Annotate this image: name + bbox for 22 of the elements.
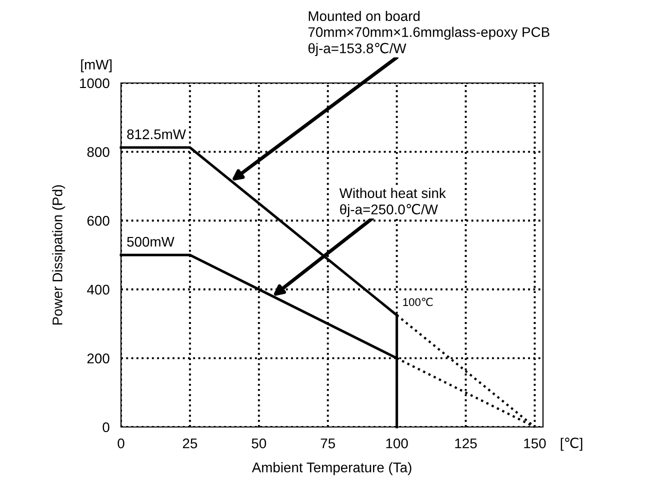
text: [mW] xyxy=(81,59,112,72)
y-axis-title: Power Dissipation (Pd) xyxy=(52,185,66,324)
x-tick-label: 75 xyxy=(320,438,336,448)
y-tick-label: 200 xyxy=(87,354,110,364)
x-tick-label: 0 xyxy=(118,438,124,448)
annotation: Without heat sink θj-a=250.0℃/W xyxy=(339,188,446,218)
annotation: 812.5mW xyxy=(127,129,186,140)
text: [℃] xyxy=(560,438,582,451)
x-tick-label: 150 xyxy=(524,438,546,448)
y-tick-label: 600 xyxy=(87,216,110,226)
annotation: Mounted on board 70mm×70mm×1.6mmglass-epoxy PCB θj-a=153.8℃/W xyxy=(308,10,550,56)
annotation: 500mW xyxy=(127,236,174,247)
y-tick-label: 0 xyxy=(102,422,110,432)
x-tick-label: 125 xyxy=(455,438,477,448)
x-tick-label: 100 xyxy=(386,438,408,448)
x-axis-title: Ambient Temperature (Ta) xyxy=(252,462,412,476)
y-tick-label: 400 xyxy=(87,284,110,295)
y-tick-label: 800 xyxy=(87,147,110,157)
y-tick-label: 1000 xyxy=(80,78,110,88)
x-tick-label: 50 xyxy=(252,438,266,448)
x-tick-label: 25 xyxy=(182,438,198,448)
annotation: 100℃ xyxy=(403,298,433,306)
